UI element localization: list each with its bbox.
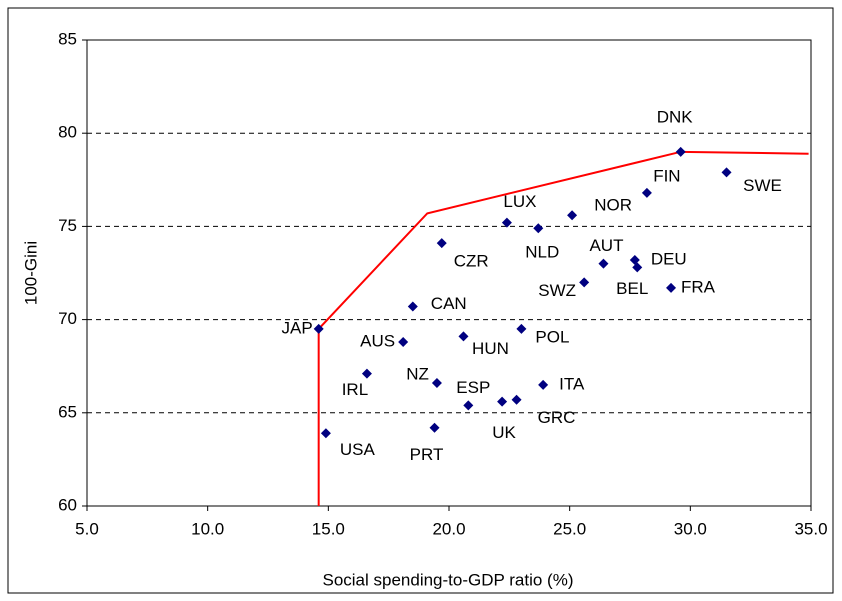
point-label: PRT (410, 445, 444, 464)
point-label: IRL (342, 380, 368, 399)
point-label: AUS (360, 331, 395, 350)
plot-area (86, 39, 812, 507)
data-point (407, 301, 418, 312)
point-label: NZ (406, 364, 429, 383)
point-label: LUX (503, 192, 536, 211)
data-point (641, 187, 652, 198)
data-point (429, 422, 440, 433)
data-point (320, 428, 331, 439)
point-label: UK (492, 423, 516, 442)
point-label: DNK (657, 107, 694, 126)
y-tick-label: 65 (58, 402, 77, 421)
point-label: GRC (538, 408, 576, 427)
point-label: HUN (472, 339, 509, 358)
x-tick-label: 25.0 (553, 519, 586, 538)
point-label: FRA (681, 277, 716, 296)
data-point (579, 277, 590, 288)
x-tick-label: 10.0 (191, 519, 224, 538)
data-point (501, 217, 512, 228)
data-point (632, 262, 643, 273)
point-label: SWZ (538, 281, 576, 300)
y-tick-label: 85 (58, 29, 77, 48)
chart-frame (7, 7, 834, 594)
point-label: AUT (589, 236, 623, 255)
data-point (497, 396, 508, 407)
point-label: CAN (431, 294, 467, 313)
point-label: FIN (653, 166, 680, 185)
y-axis-label: 100-Gini (21, 241, 40, 305)
data-point (666, 282, 677, 293)
data-point (431, 377, 442, 388)
data-point (538, 379, 549, 390)
point-label: NOR (594, 196, 632, 215)
data-point (511, 394, 522, 405)
point-label: POL (535, 327, 569, 346)
x-tick-label: 20.0 (432, 519, 465, 538)
data-point (361, 368, 372, 379)
x-tick-label: 5.0 (75, 519, 99, 538)
data-point (567, 210, 578, 221)
point-label: ESP (456, 378, 490, 397)
x-tick-label: 35.0 (794, 519, 827, 538)
data-point (398, 336, 409, 347)
point-label: JAP (281, 318, 312, 337)
data-point (463, 400, 474, 411)
data-point (629, 254, 640, 265)
point-label: ITA (559, 374, 585, 393)
data-point (598, 258, 609, 269)
x-axis-label: Social spending-to-GDP ratio (%) (322, 570, 573, 589)
point-label: DEU (651, 249, 687, 268)
frontier-line (317, 150, 809, 506)
x-tick-label: 15.0 (312, 519, 345, 538)
data-point (675, 146, 686, 157)
data-point (516, 323, 527, 334)
data-point (458, 331, 469, 342)
data-point (721, 167, 732, 178)
data-point (313, 323, 324, 334)
point-label: SWE (743, 176, 782, 195)
point-label: USA (340, 440, 376, 459)
y-tick-label: 70 (58, 309, 77, 328)
point-label: CZR (454, 252, 489, 271)
point-label: BEL (616, 279, 648, 298)
data-point (533, 223, 544, 234)
y-tick-label: 60 (58, 495, 77, 514)
y-tick-label: 80 (58, 123, 77, 142)
point-label: NLD (525, 243, 559, 262)
data-point (436, 238, 447, 249)
y-tick-label: 75 (58, 216, 77, 235)
x-tick-label: 30.0 (674, 519, 707, 538)
